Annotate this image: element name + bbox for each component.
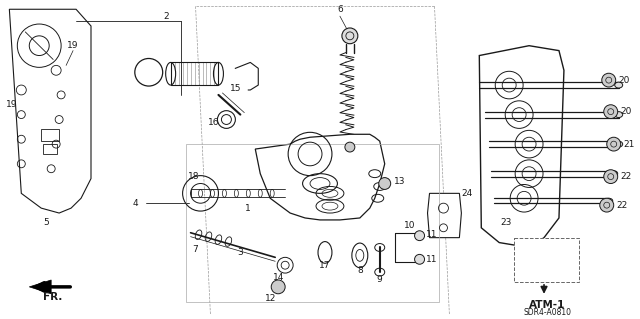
Circle shape [604,105,618,119]
Circle shape [379,178,390,189]
Polygon shape [479,46,564,248]
Bar [44,144,57,154]
Ellipse shape [318,241,332,263]
Text: 12: 12 [264,294,276,303]
Ellipse shape [614,82,623,88]
Text: 13: 13 [394,177,405,186]
Text: 4: 4 [133,199,139,208]
Text: ATM-1: ATM-1 [529,300,565,310]
Text: 15: 15 [230,84,241,93]
Text: 11: 11 [426,255,437,264]
Text: 2: 2 [163,12,168,21]
Text: 3: 3 [237,248,243,257]
Text: 9: 9 [377,276,383,285]
Text: 18: 18 [188,172,199,181]
Polygon shape [10,9,91,213]
Bar [41,130,59,141]
Circle shape [602,73,616,87]
Polygon shape [428,193,461,238]
Bar [514,238,579,282]
Circle shape [600,198,614,212]
Circle shape [342,28,358,44]
Text: SDR4-A0810: SDR4-A0810 [523,308,571,317]
Ellipse shape [614,141,623,147]
Bar [171,63,218,85]
Polygon shape [29,280,51,294]
Circle shape [607,137,621,151]
Polygon shape [255,134,385,220]
Text: 19: 19 [6,100,17,109]
Text: 19: 19 [67,41,79,50]
Text: 16: 16 [208,118,220,127]
Bar [186,144,440,302]
Text: 22: 22 [616,201,627,210]
Text: 5: 5 [44,219,49,227]
Text: 6: 6 [337,5,343,14]
Text: 1: 1 [245,204,251,213]
Circle shape [604,170,618,183]
Text: 10: 10 [404,221,415,230]
Text: FR.: FR. [44,292,63,302]
Text: 21: 21 [623,140,634,149]
Circle shape [271,280,285,294]
Text: 20: 20 [618,76,629,85]
Ellipse shape [605,198,612,203]
Circle shape [415,231,424,241]
Text: 23: 23 [500,219,512,227]
Ellipse shape [352,243,368,268]
Text: 11: 11 [426,230,437,239]
Circle shape [415,254,424,264]
Text: 17: 17 [319,261,331,270]
Circle shape [345,142,355,152]
Text: 22: 22 [620,172,631,181]
Text: 8: 8 [357,266,363,275]
Ellipse shape [610,171,618,177]
Text: 14: 14 [273,272,284,282]
Ellipse shape [614,112,623,117]
Text: 7: 7 [193,245,198,254]
Text: 24: 24 [461,189,473,198]
Text: 20: 20 [620,107,631,116]
